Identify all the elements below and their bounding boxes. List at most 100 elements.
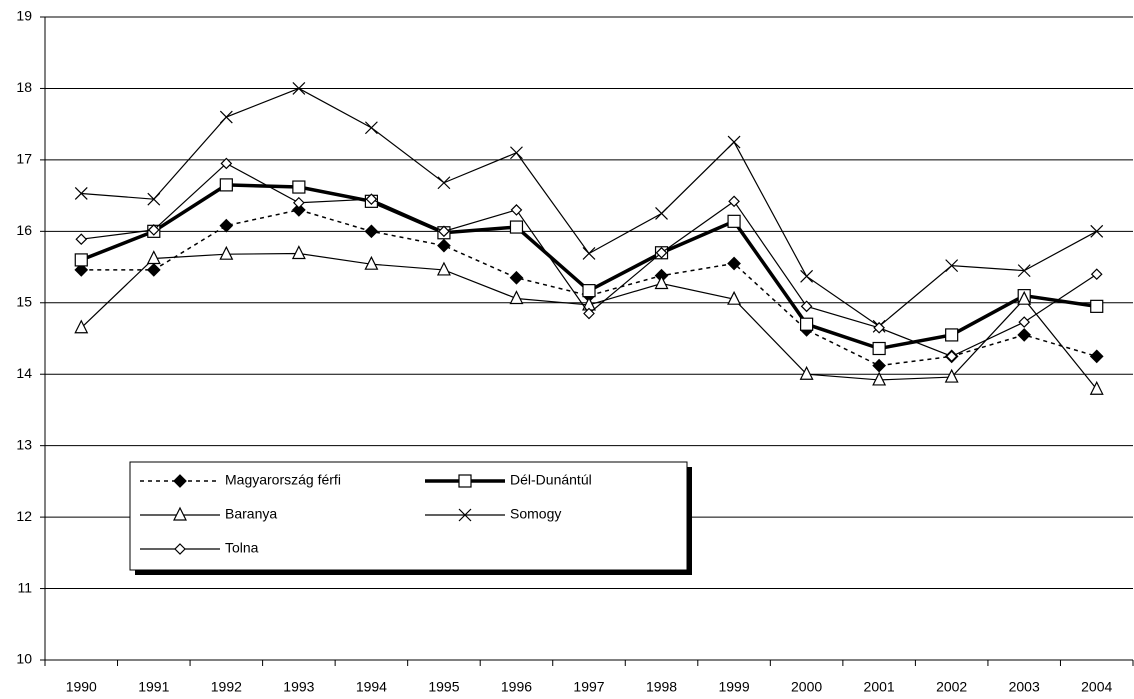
marker: [1018, 316, 1031, 328]
marker: [219, 178, 233, 192]
marker: [509, 290, 524, 305]
marker: [437, 238, 451, 253]
marker: [1089, 380, 1104, 395]
x-tick-label: 1997: [573, 679, 604, 695]
marker: [728, 195, 740, 208]
y-tick-label: 10: [16, 651, 32, 667]
x-tick-label: 1991: [138, 679, 169, 695]
legend-label: Baranya: [225, 506, 277, 522]
marker: [364, 224, 379, 239]
marker: [510, 146, 523, 160]
series-line: [80, 252, 1098, 390]
y-tick-label: 19: [16, 8, 32, 24]
marker: [173, 474, 187, 488]
y-tick-label: 12: [16, 508, 32, 524]
x-tick-label: 2004: [1081, 679, 1112, 695]
marker: [727, 256, 741, 271]
marker: [873, 321, 885, 334]
marker: [174, 543, 186, 555]
marker: [944, 368, 959, 383]
marker: [74, 187, 88, 200]
marker: [1090, 224, 1104, 238]
marker: [173, 506, 187, 521]
marker: [509, 270, 524, 285]
marker: [293, 196, 305, 209]
y-tick-label: 17: [16, 151, 32, 167]
marker: [945, 328, 959, 342]
x-tick-label: 1995: [428, 679, 459, 695]
marker: [800, 300, 813, 313]
series-line: [81, 162, 1098, 358]
x-tick-label: 1999: [718, 679, 749, 695]
marker: [458, 474, 472, 488]
x-tick-label: 2002: [936, 679, 967, 695]
marker: [727, 290, 742, 305]
marker: [436, 261, 451, 276]
marker: [655, 207, 668, 220]
y-tick-label: 18: [16, 79, 32, 95]
marker: [1090, 299, 1104, 313]
marker: [146, 263, 161, 277]
marker: [583, 307, 595, 320]
y-tick-label: 14: [16, 365, 32, 381]
marker: [437, 176, 451, 190]
marker: [1017, 328, 1032, 342]
marker: [1017, 290, 1032, 305]
marker: [147, 192, 161, 206]
legend-label: Tolna: [225, 540, 259, 556]
y-tick-label: 13: [16, 436, 32, 452]
marker: [800, 269, 814, 283]
marker: [872, 358, 886, 373]
marker: [219, 218, 234, 233]
marker: [75, 233, 88, 246]
marker: [872, 341, 886, 356]
marker: [291, 245, 306, 260]
y-tick-label: 16: [16, 222, 32, 238]
marker: [654, 275, 669, 290]
marker: [945, 259, 959, 273]
series-line: [80, 183, 1097, 351]
marker: [582, 247, 596, 260]
marker: [74, 253, 88, 267]
x-tick-label: 2001: [864, 679, 895, 695]
x-tick-label: 1990: [66, 679, 97, 695]
marker: [727, 214, 741, 228]
legend-label: Dél-Dunántúl: [510, 472, 592, 488]
marker: [219, 110, 233, 124]
x-tick-label: 1993: [283, 679, 314, 695]
marker: [1089, 349, 1104, 364]
marker: [292, 82, 306, 95]
x-tick-label: 1992: [211, 679, 242, 695]
marker: [365, 193, 378, 206]
marker: [582, 284, 596, 298]
legend: [129, 461, 688, 571]
marker: [510, 204, 523, 216]
marker: [74, 319, 89, 334]
marker: [364, 121, 378, 135]
x-tick-label: 1996: [501, 679, 532, 695]
legend-label: Somogy: [510, 506, 561, 522]
marker: [292, 203, 306, 217]
marker: [147, 224, 160, 236]
marker: [219, 245, 234, 260]
marker: [799, 317, 814, 331]
marker: [945, 350, 958, 363]
legend-label: Magyarország férfi: [225, 472, 341, 488]
marker: [509, 220, 524, 234]
x-tick-label: 2000: [791, 679, 822, 695]
x-tick-label: 2003: [1009, 679, 1040, 695]
marker: [1017, 264, 1031, 278]
marker: [74, 263, 89, 277]
marker: [146, 250, 161, 265]
marker: [872, 371, 887, 386]
marker: [220, 157, 233, 170]
marker: [364, 255, 379, 270]
marker: [1090, 268, 1103, 281]
y-tick-label: 15: [16, 293, 32, 309]
marker: [727, 135, 741, 149]
marker: [292, 180, 306, 194]
x-tick-label: 1998: [646, 679, 677, 695]
marker: [458, 508, 472, 522]
marker: [799, 365, 814, 380]
